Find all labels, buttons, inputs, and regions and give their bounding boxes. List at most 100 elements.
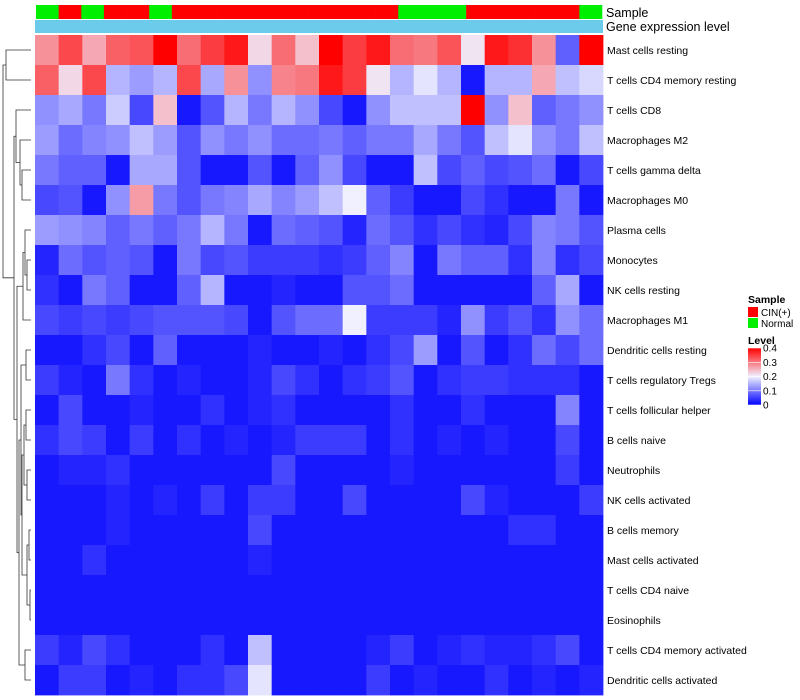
- sample-annotation-cell: [103, 5, 127, 19]
- heatmap-cell: [508, 335, 533, 366]
- heatmap-cell: [390, 215, 415, 246]
- heatmap-cell: [200, 425, 225, 456]
- heatmap-cell: [555, 515, 580, 546]
- heatmap-cell: [390, 125, 415, 156]
- heatmap-cell: [106, 155, 131, 186]
- heatmap-cell: [295, 245, 320, 276]
- heatmap-cell: [295, 95, 320, 126]
- heatmap-cell: [248, 485, 273, 516]
- heatmap-cell: [342, 485, 367, 516]
- heatmap-cell: [129, 485, 154, 516]
- heatmap-cell: [342, 245, 367, 276]
- heatmap-cell: [555, 455, 580, 486]
- heatmap-cell: [413, 485, 438, 516]
- heatmap-cell: [532, 215, 557, 246]
- level-tick-label: 0.3: [763, 358, 777, 369]
- heatmap-cell: [177, 395, 202, 426]
- heatmap-cell: [58, 635, 83, 666]
- heatmap-cell: [35, 545, 60, 576]
- heatmap-cell: [129, 335, 154, 366]
- heatmap-cell: [200, 335, 225, 366]
- heatmap-cell: [58, 185, 83, 216]
- heatmap-cell: [295, 665, 320, 696]
- heatmap-cell: [177, 305, 202, 336]
- heatmap-cell: [224, 635, 249, 666]
- heatmap-cell: [58, 125, 83, 156]
- heatmap-cell: [532, 275, 557, 306]
- heatmap-cell: [177, 125, 202, 156]
- sample-annotation-cell: [262, 5, 286, 19]
- heatmap-cell: [200, 215, 225, 246]
- heatmap-cell: [437, 95, 462, 126]
- heatmap-cell: [461, 215, 486, 246]
- heatmap-cell: [484, 485, 509, 516]
- heatmap-cell: [413, 635, 438, 666]
- heatmap-cell: [413, 275, 438, 306]
- heatmap-cell: [129, 35, 154, 66]
- heatmap-cell: [82, 185, 107, 216]
- heatmap-cell: [484, 95, 509, 126]
- heatmap-cell: [579, 605, 604, 636]
- heatmap-cell: [200, 155, 225, 186]
- heatmap-cell: [437, 215, 462, 246]
- heatmap-cell: [35, 395, 60, 426]
- heatmap-cell: [271, 65, 296, 96]
- heatmap-cell: [319, 485, 344, 516]
- heatmap-cell: [461, 185, 486, 216]
- heatmap-cell: [177, 635, 202, 666]
- heatmap-cell: [437, 605, 462, 636]
- heatmap-cell: [461, 155, 486, 186]
- heatmap-cell: [248, 455, 273, 486]
- heatmap-cell: [295, 425, 320, 456]
- gene-expression-track-label: Gene expression level: [606, 20, 730, 34]
- heatmap-cell: [177, 545, 202, 576]
- heatmap-cell: [437, 635, 462, 666]
- heatmap-cell: [437, 575, 462, 606]
- heatmap-cell: [224, 245, 249, 276]
- sample-annotation-cell: [511, 5, 535, 19]
- sample-annotation-cell: [330, 5, 354, 19]
- heatmap-cell: [82, 275, 107, 306]
- heatmap-cell: [106, 635, 131, 666]
- heatmap-cell: [129, 515, 154, 546]
- heatmap-cell: [35, 155, 60, 186]
- heatmap-cell: [342, 335, 367, 366]
- heatmap-cell: [35, 95, 60, 126]
- heatmap-cell: [224, 125, 249, 156]
- heatmap-cell: [461, 365, 486, 396]
- row-label: Macrophages M0: [607, 195, 688, 207]
- heatmap-cell: [106, 275, 131, 306]
- heatmap-cell: [106, 545, 131, 576]
- heatmap-cell: [224, 155, 249, 186]
- heatmap-cell: [461, 245, 486, 276]
- heatmap-cell: [461, 335, 486, 366]
- sample-annotation-cell: [307, 5, 331, 19]
- heatmap-cell: [271, 455, 296, 486]
- heatmap-cell: [129, 365, 154, 396]
- heatmap-cell: [579, 245, 604, 276]
- heatmap-cell: [579, 455, 604, 486]
- heatmap-cell: [82, 65, 107, 96]
- heatmap-cell: [200, 125, 225, 156]
- heatmap-cell: [366, 125, 391, 156]
- heatmap-cell: [579, 65, 604, 96]
- heatmap-cell: [224, 185, 249, 216]
- heatmap-cell: [82, 665, 107, 696]
- row-label: B cells memory: [607, 525, 680, 537]
- row-label: Macrophages M2: [607, 135, 688, 147]
- heatmap-cell: [532, 365, 557, 396]
- heatmap-cell: [224, 665, 249, 696]
- sample-legend: Sample CIN(+)Normal: [748, 294, 793, 330]
- heatmap-cell: [200, 545, 225, 576]
- heatmap-cell: [295, 185, 320, 216]
- dendrogram-branch: [26, 469, 31, 501]
- heatmap-cell: [200, 575, 225, 606]
- heatmap-cell: [508, 485, 533, 516]
- heatmap-cell: [129, 425, 154, 456]
- heatmap-cell: [271, 545, 296, 576]
- heatmap-cell: [579, 275, 604, 306]
- heatmap-cell: [532, 665, 557, 696]
- heatmap-cell: [319, 635, 344, 666]
- heatmap-cell: [484, 575, 509, 606]
- heatmap-cell: [295, 635, 320, 666]
